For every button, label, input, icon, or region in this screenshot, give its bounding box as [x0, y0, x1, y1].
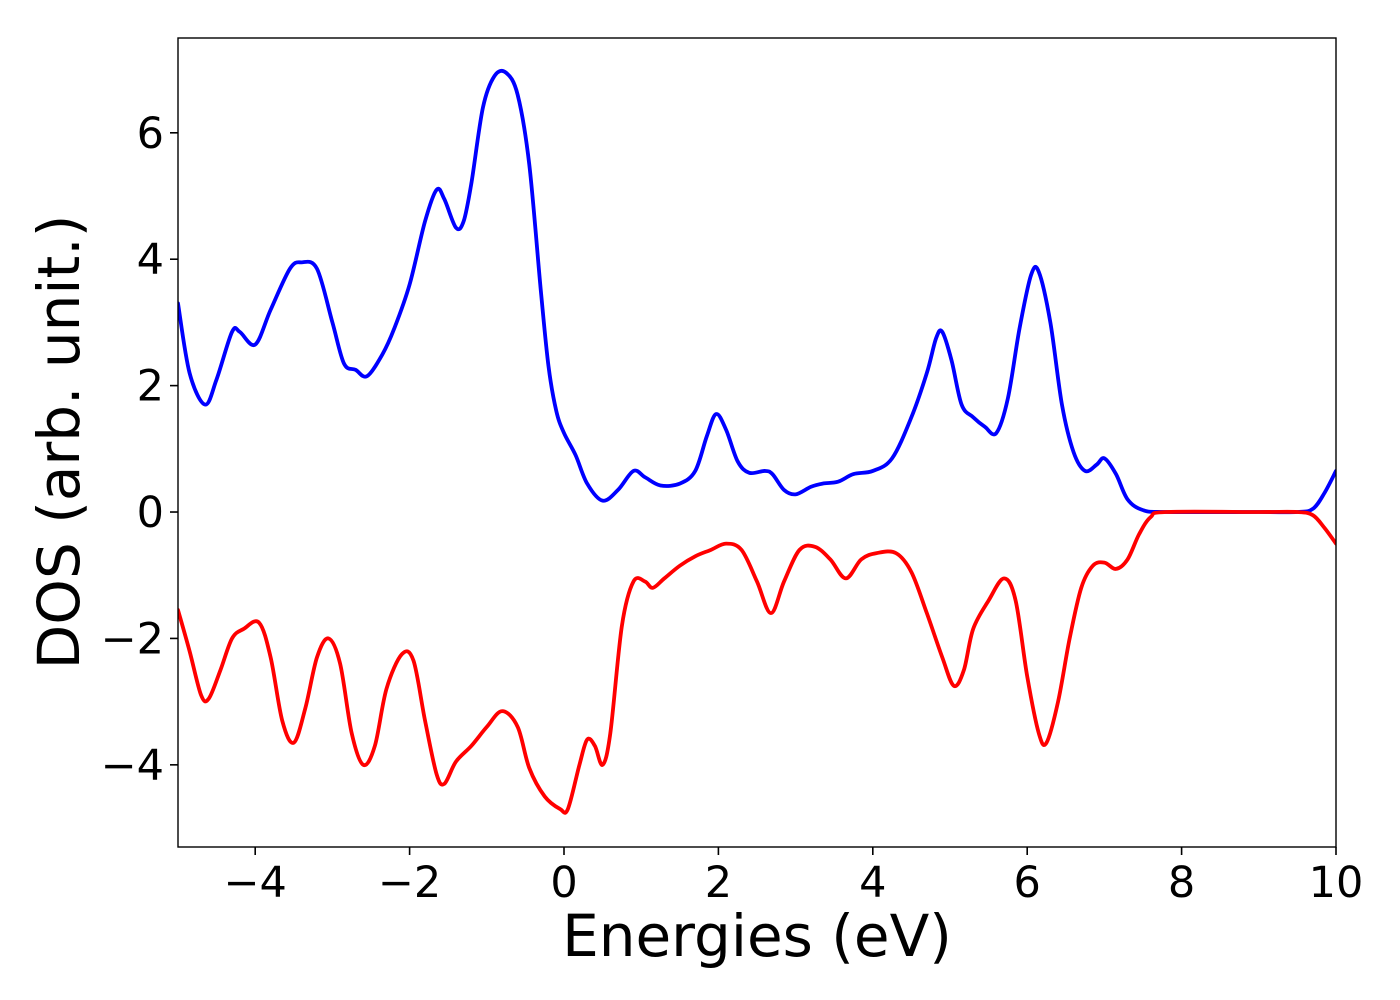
x-tick-label: 6	[1014, 858, 1041, 908]
plot-frame	[177, 37, 1337, 848]
x-tick-label: 10	[1309, 858, 1364, 908]
y-tick-label: −2	[101, 614, 164, 664]
y-tick-label: 0	[137, 488, 164, 538]
x-tick-label: −2	[378, 858, 441, 908]
x-tick-label: −4	[224, 858, 287, 908]
x-tick-label: 0	[550, 858, 577, 908]
series-layer	[178, 68, 1336, 815]
y-axis-title: DOS (arb. unit.)	[25, 215, 93, 670]
x-tick-label: 8	[1168, 858, 1195, 908]
series-line-blue	[178, 68, 1336, 515]
y-tick-label: 4	[137, 235, 164, 285]
x-tick-label: 2	[705, 858, 732, 908]
y-tick-label: 2	[137, 362, 164, 412]
y-tick-label: 6	[137, 109, 164, 159]
series-line-red	[178, 509, 1336, 815]
x-axis-ticks: −4 −2 0 2 4 6 8 10	[224, 847, 1364, 908]
y-tick-label: −4	[101, 741, 164, 791]
x-tick-label: 4	[859, 858, 886, 908]
y-axis-ticks: −4 −2 0 2 4 6	[101, 109, 178, 791]
x-axis-title: Energies (eV)	[562, 902, 952, 970]
